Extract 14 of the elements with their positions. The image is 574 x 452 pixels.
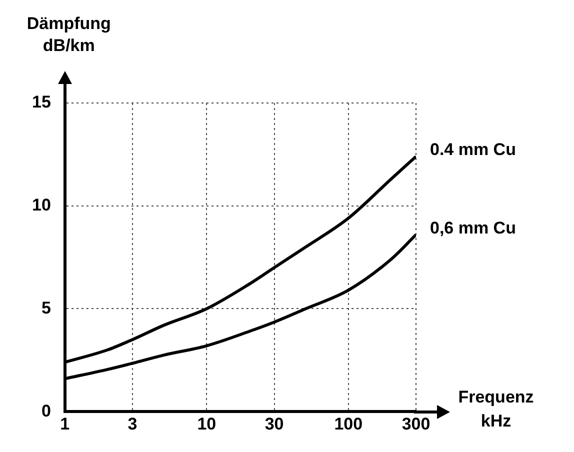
x-tick-label: 300 bbox=[402, 414, 430, 434]
x-tick-label: 100 bbox=[334, 414, 363, 434]
y-tick-label: 15 bbox=[32, 92, 51, 112]
y-axis-title: Dämpfung dB/km bbox=[26, 14, 111, 56]
y-tick-label: 5 bbox=[41, 298, 51, 318]
x-tick-label: 10 bbox=[197, 414, 216, 434]
y-tick-label: 10 bbox=[32, 196, 51, 215]
series-label: 0.4 mm Cu bbox=[430, 140, 516, 160]
x-tick-label: 3 bbox=[128, 414, 138, 434]
series-label: 0,6 mm Cu bbox=[430, 218, 516, 238]
x-axis-title: Frequenz kHz bbox=[458, 387, 534, 430]
y-tick-label: 0 bbox=[41, 401, 51, 420]
x-tick-label: 1 bbox=[60, 414, 70, 434]
x-tick-label: 30 bbox=[264, 414, 284, 434]
